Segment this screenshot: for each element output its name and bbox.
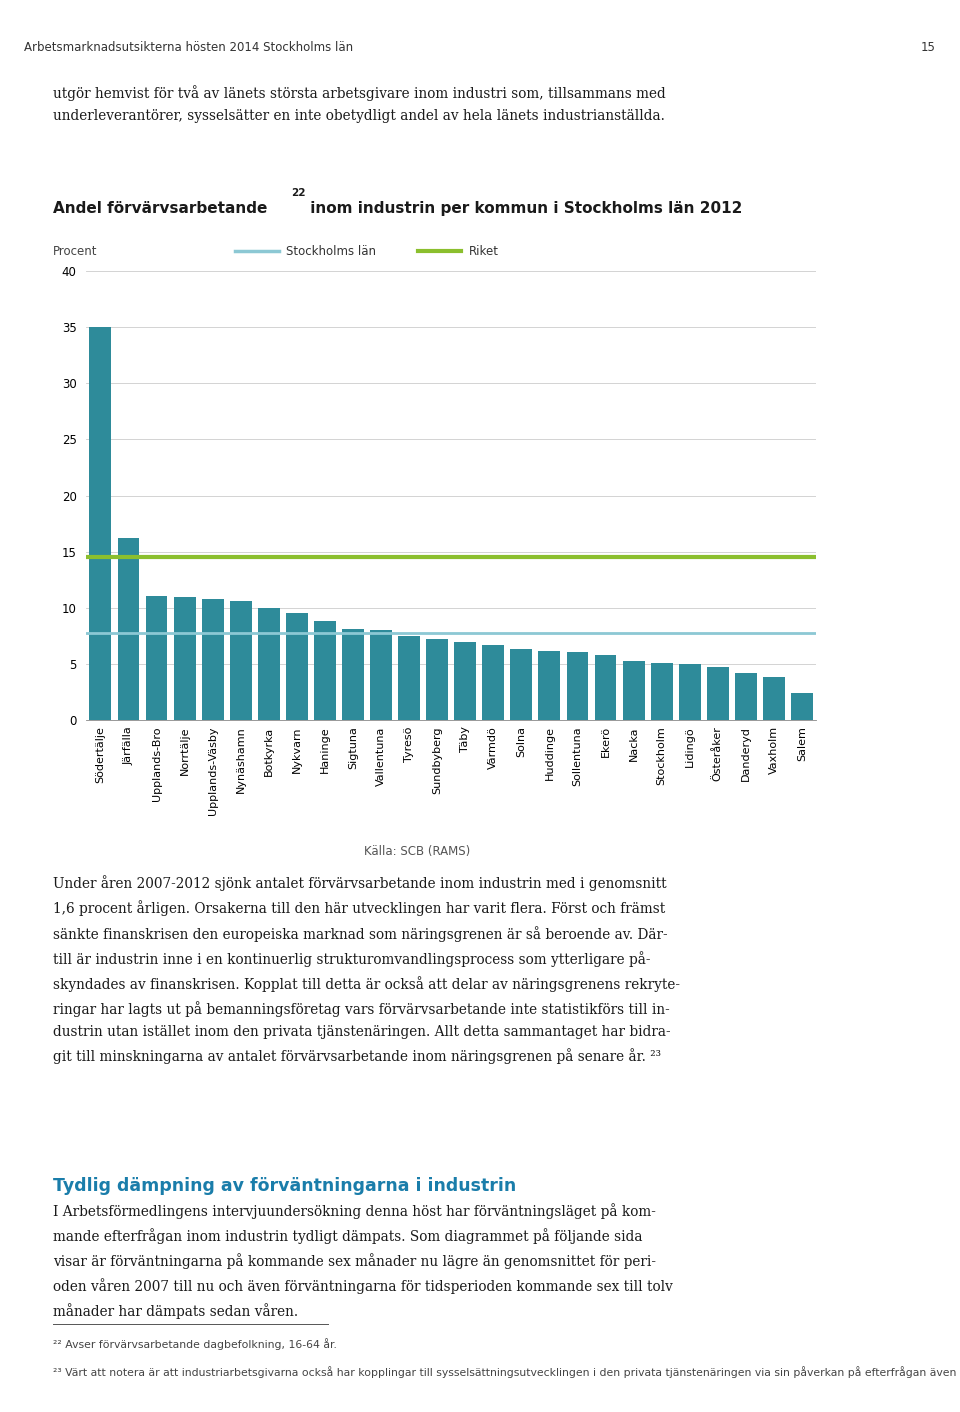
Bar (398, 635, 420, 720)
Bar (735, 674, 756, 720)
Bar (117, 538, 139, 720)
Bar (454, 641, 476, 720)
Bar (791, 693, 813, 720)
Bar (482, 645, 504, 720)
Text: ²² Avser förvärvsarbetande dagbefolkning, 16-64 år.: ²² Avser förvärvsarbetande dagbefolkning… (53, 1339, 337, 1350)
Bar (594, 655, 616, 720)
Text: ²³ Värt att notera är att industriarbetsgivarna också har kopplingar till syssel: ²³ Värt att notera är att industriarbets… (53, 1367, 960, 1378)
Bar (426, 640, 448, 720)
Bar (314, 621, 336, 720)
Text: utgör hemvist för två av länets största arbetsgivare inom industri som, tillsamm: utgör hemvist för två av länets största … (53, 85, 665, 123)
Bar (202, 599, 224, 720)
Bar (342, 630, 364, 720)
Text: Procent: Procent (53, 244, 97, 258)
Text: Stockholms län: Stockholms län (286, 244, 376, 258)
Text: Under åren 2007-2012 sjönk antalet förvärvsarbetande inom industrin med i genoms: Under åren 2007-2012 sjönk antalet förvä… (53, 875, 680, 1065)
Bar (174, 597, 196, 720)
Bar (623, 661, 644, 720)
Bar (651, 662, 673, 720)
Bar (229, 602, 252, 720)
Text: I Arbetsförmedlingens intervjuundersökning denna höst har förväntningsläget på k: I Arbetsförmedlingens intervjuundersökni… (53, 1203, 673, 1319)
Bar (146, 596, 167, 720)
Text: Andel förvärvsarbetande: Andel förvärvsarbetande (53, 201, 267, 216)
Bar (707, 668, 729, 720)
Bar (258, 607, 279, 720)
Bar (566, 652, 588, 720)
Text: 22: 22 (291, 188, 305, 198)
Bar (286, 613, 308, 720)
Bar (679, 664, 701, 720)
Text: Riket: Riket (468, 244, 498, 258)
Text: inom industrin per kommun i Stockholms län 2012: inom industrin per kommun i Stockholms l… (304, 201, 742, 216)
Text: Arbetsmarknadsutsikterna hösten 2014 Stockholms län: Arbetsmarknadsutsikterna hösten 2014 Sto… (24, 41, 353, 54)
Bar (511, 650, 532, 720)
Bar (539, 651, 561, 720)
Bar (89, 328, 111, 720)
Bar (763, 678, 785, 720)
Text: Tydlig dämpning av förväntningarna i industrin: Tydlig dämpning av förväntningarna i ind… (53, 1178, 516, 1195)
Text: 15: 15 (922, 41, 936, 54)
Bar (371, 630, 392, 720)
Text: Källa: SCB (RAMS): Källa: SCB (RAMS) (365, 844, 470, 858)
